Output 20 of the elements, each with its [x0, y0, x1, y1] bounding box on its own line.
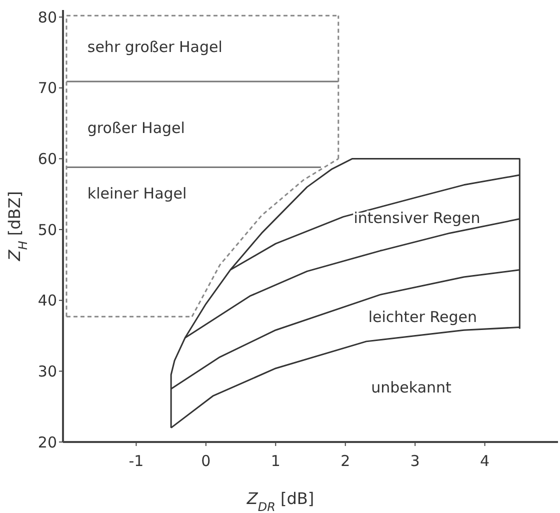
x-tick-label: -1: [128, 452, 144, 470]
annotation: kleiner Hagel: [87, 184, 187, 203]
x-tick-label: 3: [410, 452, 420, 470]
x-tick-label: 0: [201, 452, 211, 470]
x-axis-title: Z$_{DR}$ [dB]: [246, 489, 314, 513]
y-tick-label: 30: [38, 362, 57, 380]
y-tick-label: 50: [38, 220, 57, 239]
annotation: großer Hagel: [87, 118, 185, 137]
annotation: leichter Regen: [368, 308, 477, 326]
x-tick-label: 4: [480, 452, 490, 470]
annotation: intensiver Regen: [354, 208, 480, 227]
y-tick-label: 70: [38, 79, 57, 98]
y-tick-label: 80: [38, 8, 57, 26]
y-tick-label: 40: [38, 292, 57, 310]
y-tick-label: 20: [38, 433, 57, 452]
x-tick-label: 1: [270, 452, 280, 470]
annotation: unbekannt: [371, 378, 452, 397]
annotation: sehr großer Hagel: [87, 38, 222, 56]
y-tick-label: 60: [38, 150, 57, 168]
x-tick-label: 2: [340, 452, 350, 470]
